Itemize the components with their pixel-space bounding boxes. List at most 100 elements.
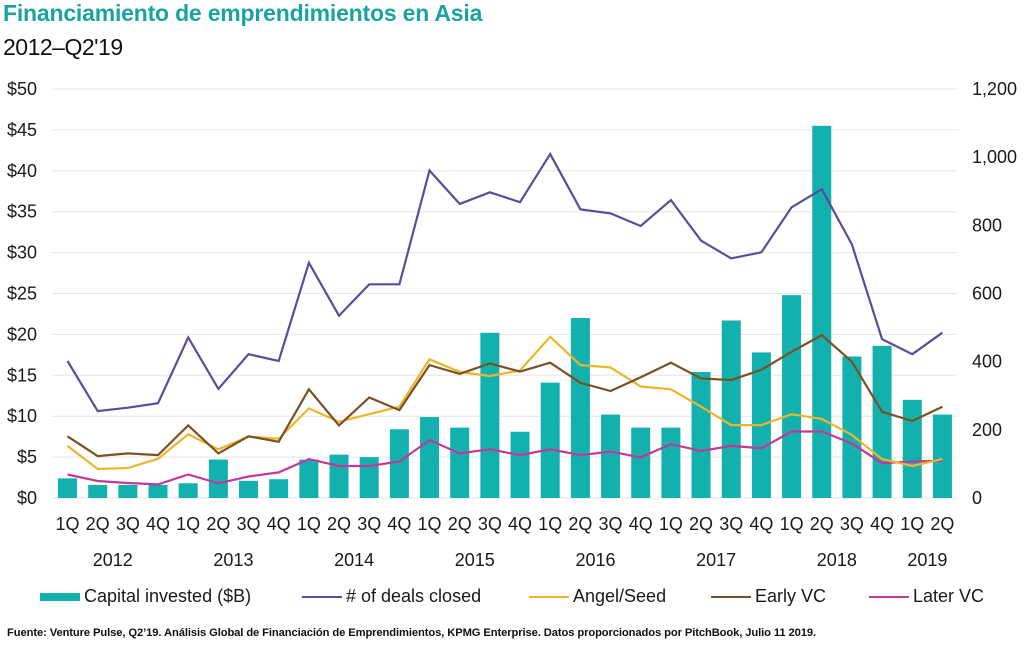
x-tick-label: 3Q [599,514,623,534]
left-tick-label: $50 [7,79,37,99]
year-label: 2013 [213,550,253,570]
right-tick-label: 0 [972,488,982,508]
legend-label: Early VC [755,586,827,606]
bar-capital-invested [570,318,590,498]
x-tick-label: 3Q [840,514,864,534]
left-axis: $0 $5 $10 $15 $20 $25 $30 $35 $40 $45 $50 [7,79,37,508]
series-lines [66,151,944,486]
bar-capital-invested [782,295,802,498]
left-tick-label: $10 [7,406,37,426]
bar-capital-invested [359,457,379,498]
line-later-vc [67,430,943,486]
left-tick-label: $15 [7,365,37,385]
capital-invested-bars [58,125,952,498]
right-tick-label: 200 [972,420,1002,440]
x-tick-label: 1Q [297,514,321,534]
bar-capital-invested [148,484,168,498]
year-label: 2017 [696,550,736,570]
legend-swatch-later-vc [869,595,909,598]
right-tick-label: 400 [972,352,1002,372]
x-tick-label: 4Q [508,514,532,534]
x-tick-label: 3Q [116,514,140,534]
x-tick-label: 2Q [568,514,592,534]
bar-capital-invested [269,479,289,498]
legend-item-capital-invested: Capital invested ($B) [40,586,251,607]
bar-capital-invested [58,478,77,498]
x-tick-label: 1Q [418,514,442,534]
legend-label: Angel/Seed [573,586,667,606]
legend-item-early-vc: Early VC [711,586,826,607]
x-tick-label: 2Q [810,514,834,534]
x-tick-label: 1Q [780,514,804,534]
bar-capital-invested [721,320,741,498]
bar-capital-invested [208,459,228,498]
bar-capital-invested [299,459,319,498]
bar-capital-invested [118,484,138,498]
left-tick-label: $20 [7,324,37,344]
year-label: 2018 [817,550,857,570]
line-early-vc [66,333,943,458]
year-label: 2015 [455,550,495,570]
bar-capital-invested [420,417,440,498]
bar-capital-invested [88,484,108,498]
chart-subtitle: 2012–Q2'19 [3,34,123,60]
left-tick-label: $40 [7,161,37,181]
x-tick-label: 4Q [749,514,773,534]
legend: Capital invested ($B) # of deals closed … [0,586,1028,610]
x-tick-label: 1Q [538,514,562,534]
year-label: 2012 [93,550,133,570]
right-tick-label: 1,000 [972,147,1017,167]
bar-capital-invested [601,414,621,498]
bar-capital-invested [661,427,681,498]
x-tick-label: 2Q [689,514,713,534]
legend-swatch-angel-seed [529,595,569,598]
source-footnote: Fuente: Venture Pulse, Q2’19. Análisis G… [7,627,817,639]
bar-capital-invested [178,483,198,498]
x-tick-label: 2Q [930,514,954,534]
bar-capital-invested [902,399,922,498]
x-tick-label: 1Q [55,514,79,534]
bar-capital-invested [389,429,409,498]
legend-label: Capital invested ($B) [84,586,252,606]
x-tick-label: 3Q [478,514,502,534]
bar-capital-invested [872,345,892,498]
right-tick-label: 800 [972,215,1002,235]
left-tick-label: $45 [7,120,37,140]
bar-capital-invested [329,454,349,498]
x-tick-label: 2Q [86,514,110,534]
legend-label: # of deals closed [346,586,482,606]
legend-swatch-early-vc [711,595,751,598]
year-label: 2014 [334,550,374,570]
bar-capital-invested [631,427,651,498]
x-tick-label: 1Q [176,514,200,534]
x-tick-label: 4Q [629,514,653,534]
x-tick-label: 2Q [448,514,472,534]
x-tick-label: 4Q [870,514,894,534]
left-tick-label: $5 [17,447,37,467]
bar-capital-invested [450,427,470,498]
x-tick-label: 1Q [659,514,683,534]
bar-capital-invested [480,332,500,498]
x-tick-label: 2Q [327,514,351,534]
left-tick-label: $35 [7,202,37,222]
bar-capital-invested [691,372,711,498]
legend-item-later-vc: Later VC [869,586,984,607]
bar-capital-invested [932,414,952,498]
gridlines [52,88,957,499]
x-axis-quarters: 1Q 2Q 3Q 4Q 1Q 2Q 3Q 4Q 1Q 2Q 3Q 4Q 1Q 2Q 3Q 4Q 1Q 2Q 3Q 4Q… [55,514,954,534]
x-tick-label: 3Q [237,514,261,534]
line-of-deals-closed [66,151,944,413]
legend-swatch-capital-invested [40,592,80,601]
x-tick-label: 4Q [267,514,291,534]
left-tick-label: $25 [7,284,37,304]
legend-item-deals-closed: # of deals closed [302,586,481,607]
x-tick-label: 1Q [900,514,924,534]
x-tick-label: 3Q [719,514,743,534]
chart-plot: $0 $5 $10 $15 $20 $25 $30 $35 $40 $45 $50 0 200 400 6… [7,79,1017,570]
chart-title: Financiamiento de emprendimientos en Asi… [3,0,483,26]
left-tick-label: $0 [17,488,37,508]
x-axis-years: 2012 2013 2014 2015 2016 2017 2018 2019 [93,550,948,570]
legend-swatch-deals-closed [302,595,342,598]
x-tick-label: 2Q [206,514,230,534]
bar-capital-invested [842,356,862,498]
